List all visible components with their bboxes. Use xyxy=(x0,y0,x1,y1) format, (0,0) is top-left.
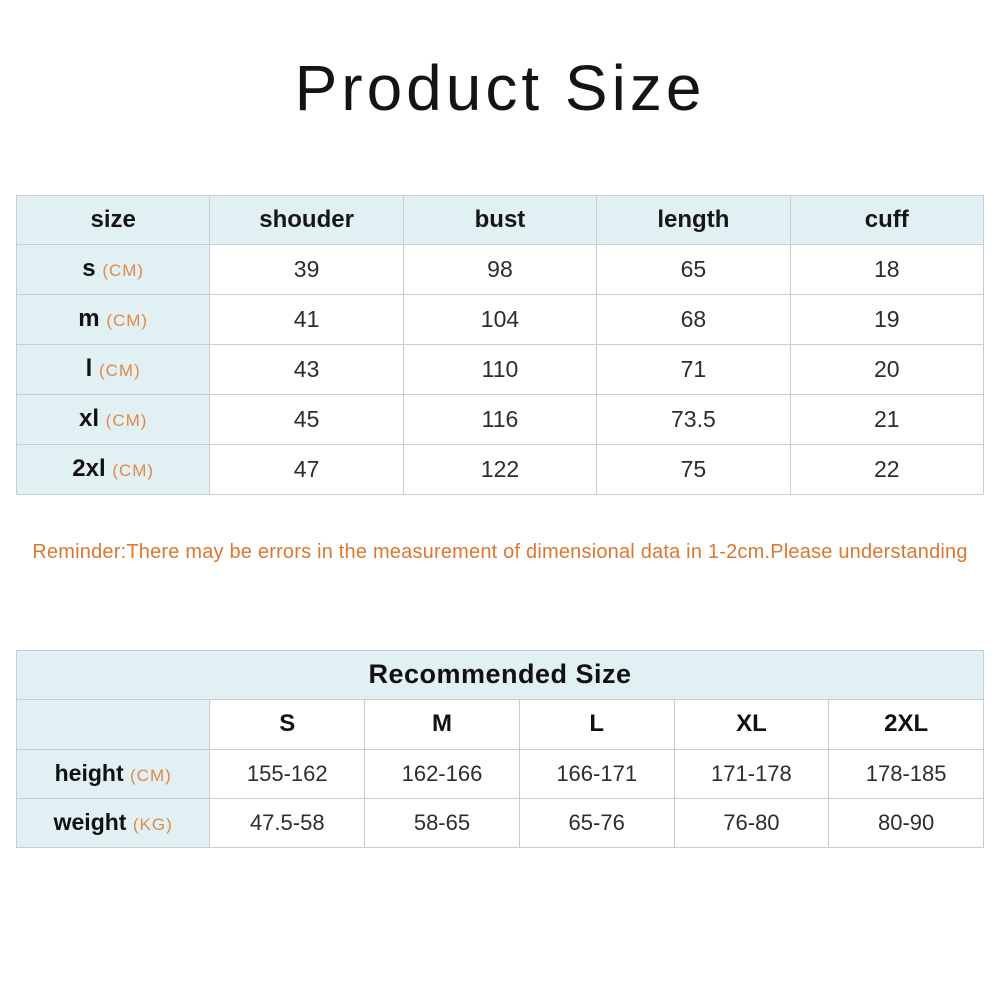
size-label-cell: m (CM) xyxy=(15,293,211,345)
recommended-size-table-section: Recommended Size S M L XL 2XL height (CM… xyxy=(0,649,1000,848)
rec-header-s: S xyxy=(209,698,366,750)
table-cell: 47.5-58 xyxy=(209,797,366,848)
weight-label: weight xyxy=(53,809,127,836)
table-cell: 80-90 xyxy=(828,797,984,848)
size-table-header-shouder: shouder xyxy=(209,194,404,245)
table-cell: 71 xyxy=(596,343,791,395)
height-label: height xyxy=(54,760,124,787)
table-cell: 41 xyxy=(209,293,404,345)
unit-label: (KG) xyxy=(132,815,173,835)
table-cell: 68 xyxy=(596,293,791,345)
table-cell: 21 xyxy=(789,393,985,445)
height-label-cell: height (CM) xyxy=(15,748,211,799)
table-cell: 104 xyxy=(402,293,598,345)
table-cell: 65-76 xyxy=(518,797,675,848)
size-table-row-s: s (CM) 39 98 65 18 xyxy=(15,243,985,295)
recommended-weight-row: weight (KG) 47.5-58 58-65 65-76 76-80 80… xyxy=(15,797,984,848)
size-table-row-2xl: 2xl (CM) 47 122 75 22 xyxy=(15,443,985,495)
table-cell: 166-171 xyxy=(518,748,675,799)
size-table-header-length: length xyxy=(596,194,791,245)
table-cell: 155-162 xyxy=(209,748,366,799)
table-cell: 75 xyxy=(596,443,791,495)
unit-label: (CM) xyxy=(130,766,172,786)
size-table-row-m: m (CM) 41 104 68 19 xyxy=(15,293,985,345)
table-cell: 65 xyxy=(596,243,791,295)
table-cell: 98 xyxy=(402,243,598,295)
unit-label: (CM) xyxy=(98,361,141,381)
table-cell: 39 xyxy=(209,243,404,295)
size-label: 2xl xyxy=(72,455,106,483)
recommended-size-header-row: S M L XL 2XL xyxy=(15,698,984,750)
rec-header-2xl: 2XL xyxy=(828,698,984,750)
table-cell: 58-65 xyxy=(364,797,520,848)
size-label-cell: xl (CM) xyxy=(15,393,211,445)
table-cell: 18 xyxy=(789,243,985,295)
size-table-header-row: size shouder bust length cuff xyxy=(15,194,985,245)
product-size-table: size shouder bust length cuff s (CM) 39 … xyxy=(15,194,985,495)
size-label-cell: l (CM) xyxy=(15,343,211,395)
size-label: xl xyxy=(78,405,99,433)
table-cell: 22 xyxy=(789,443,985,495)
unit-label: (CM) xyxy=(102,261,145,281)
rec-header-l: L xyxy=(518,698,675,750)
rec-header-xl: XL xyxy=(673,698,830,750)
size-table-row-l: l (CM) 43 110 71 20 xyxy=(15,343,985,395)
table-cell: 110 xyxy=(402,343,598,395)
measurement-reminder-text: Reminder:There may be errors in the meas… xyxy=(32,540,968,563)
table-cell: 45 xyxy=(209,393,404,445)
size-label: m xyxy=(78,305,100,333)
table-cell: 19 xyxy=(789,293,985,345)
table-cell: 116 xyxy=(402,393,598,445)
table-cell: 43 xyxy=(209,343,404,395)
size-label: s xyxy=(82,255,96,283)
size-label-cell: s (CM) xyxy=(15,243,211,295)
unit-label: (CM) xyxy=(106,311,149,331)
recommended-size-title: Recommended Size xyxy=(16,649,984,700)
recommended-height-row: height (CM) 155-162 162-166 166-171 171-… xyxy=(15,748,984,799)
unit-label: (CM) xyxy=(112,461,155,481)
weight-label-cell: weight (KG) xyxy=(15,797,211,848)
table-cell: 76-80 xyxy=(673,797,830,848)
recommended-size-table: Recommended Size S M L XL 2XL height (CM… xyxy=(15,649,984,848)
table-cell: 178-185 xyxy=(828,748,984,799)
size-label: l xyxy=(85,355,93,383)
size-label-cell: 2xl (CM) xyxy=(15,443,211,495)
table-cell: 20 xyxy=(789,343,985,395)
size-table-header-cuff: cuff xyxy=(789,194,985,245)
table-cell: 162-166 xyxy=(364,748,520,799)
recommended-size-title-row: Recommended Size xyxy=(16,649,984,700)
size-table-header-size: size xyxy=(15,194,211,245)
rec-header-m: M xyxy=(364,698,520,750)
table-cell: 122 xyxy=(402,443,598,495)
corner-empty-cell xyxy=(15,698,211,750)
table-cell: 73.5 xyxy=(596,393,791,445)
size-table-row-xl: xl (CM) 45 116 73.5 21 xyxy=(15,393,985,445)
table-cell: 171-178 xyxy=(673,748,830,799)
page-title: Product Size xyxy=(294,52,706,124)
table-cell: 47 xyxy=(209,443,404,495)
product-size-table-section: size shouder bust length cuff s (CM) 39 … xyxy=(0,194,1000,495)
unit-label: (CM) xyxy=(105,411,148,431)
size-table-header-bust: bust xyxy=(402,194,598,245)
